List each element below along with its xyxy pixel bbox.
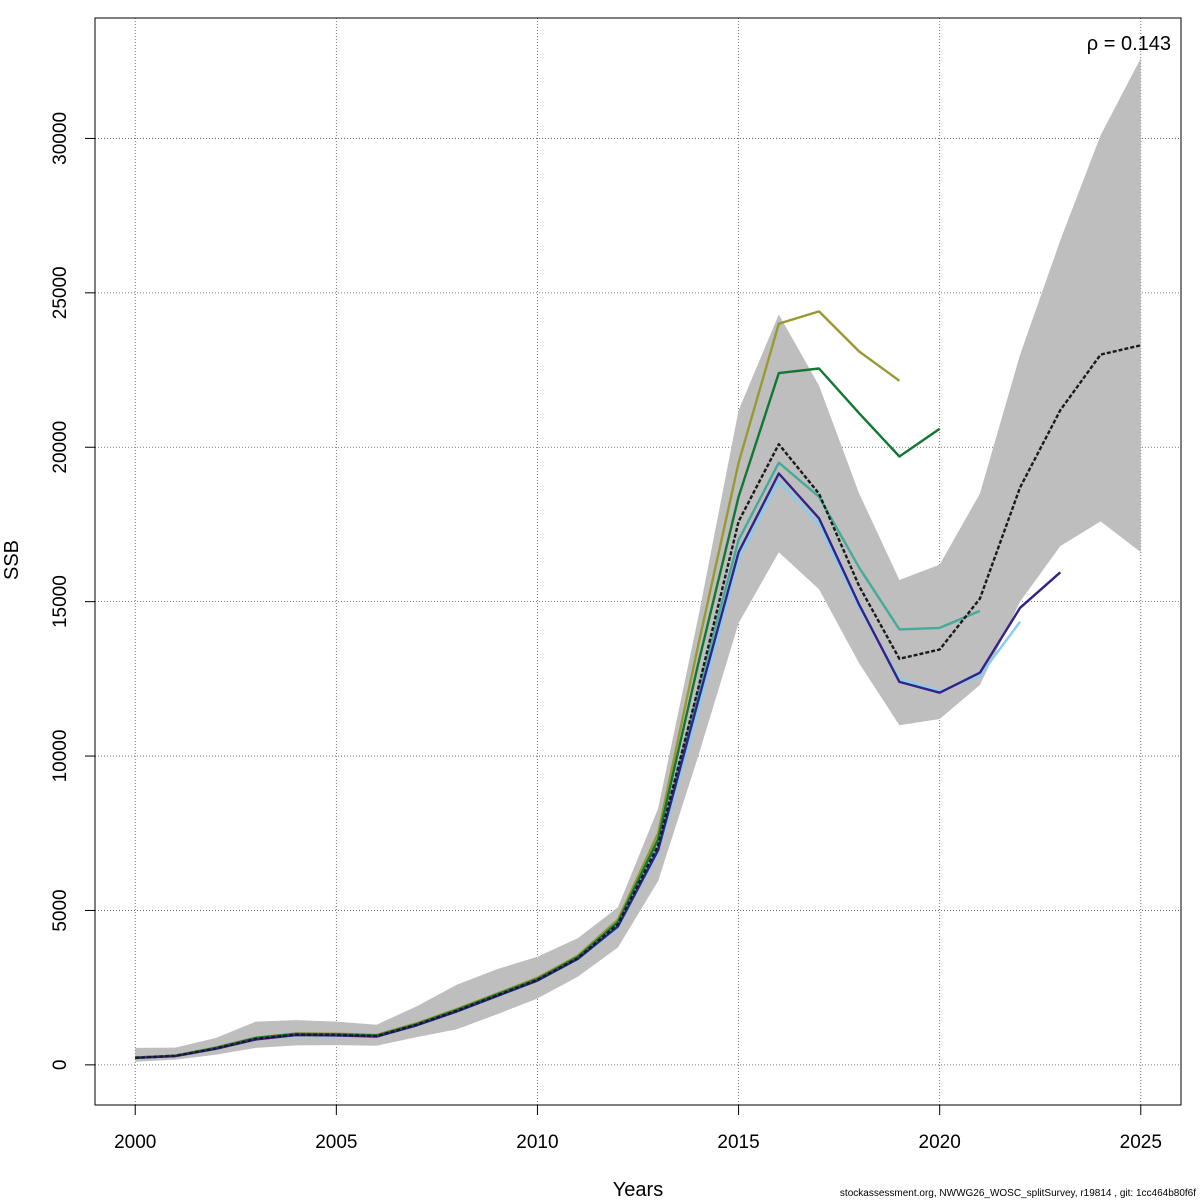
y-axis: 0 5000 10000 15000 20000 25000 30000 [50, 112, 95, 1070]
confidence-band [135, 58, 1141, 1062]
x-tick-label: 2025 [1120, 1132, 1162, 1153]
y-tick-label: 0 [50, 1060, 71, 1071]
y-tick-label: 25000 [50, 266, 71, 319]
series-lines [135, 310, 1142, 1060]
x-tick-label: 2005 [315, 1132, 357, 1153]
x-tick-label: 2000 [114, 1132, 156, 1153]
x-axis-title: Years [613, 1179, 663, 1200]
rho-value: = 0.143 [1098, 33, 1171, 55]
footer-credit: stockassessment.org, NWWG26_WOSC_splitSu… [840, 1188, 1196, 1199]
rho-symbol: ρ [1087, 33, 1098, 55]
x-axis: 2000 2005 2010 2015 2020 2025 [114, 1105, 1162, 1153]
x-tick-label: 2015 [717, 1132, 759, 1153]
y-tick-label: 5000 [50, 889, 71, 931]
y-tick-label: 20000 [50, 421, 71, 474]
series-line [135, 344, 1142, 1059]
y-axis-title: SSB [1, 540, 23, 580]
x-tick-label: 2020 [919, 1132, 961, 1153]
confidence-band-area [135, 58, 1141, 1062]
x-tick-label: 2010 [516, 1132, 558, 1153]
y-tick-label: 10000 [50, 730, 71, 783]
rho-annotation: ρ = 0.143 [1087, 33, 1171, 55]
y-tick-label: 15000 [50, 575, 71, 628]
series-line [135, 472, 1062, 1060]
plot-frame [94, 17, 1182, 1106]
y-tick-label: 30000 [50, 112, 71, 165]
